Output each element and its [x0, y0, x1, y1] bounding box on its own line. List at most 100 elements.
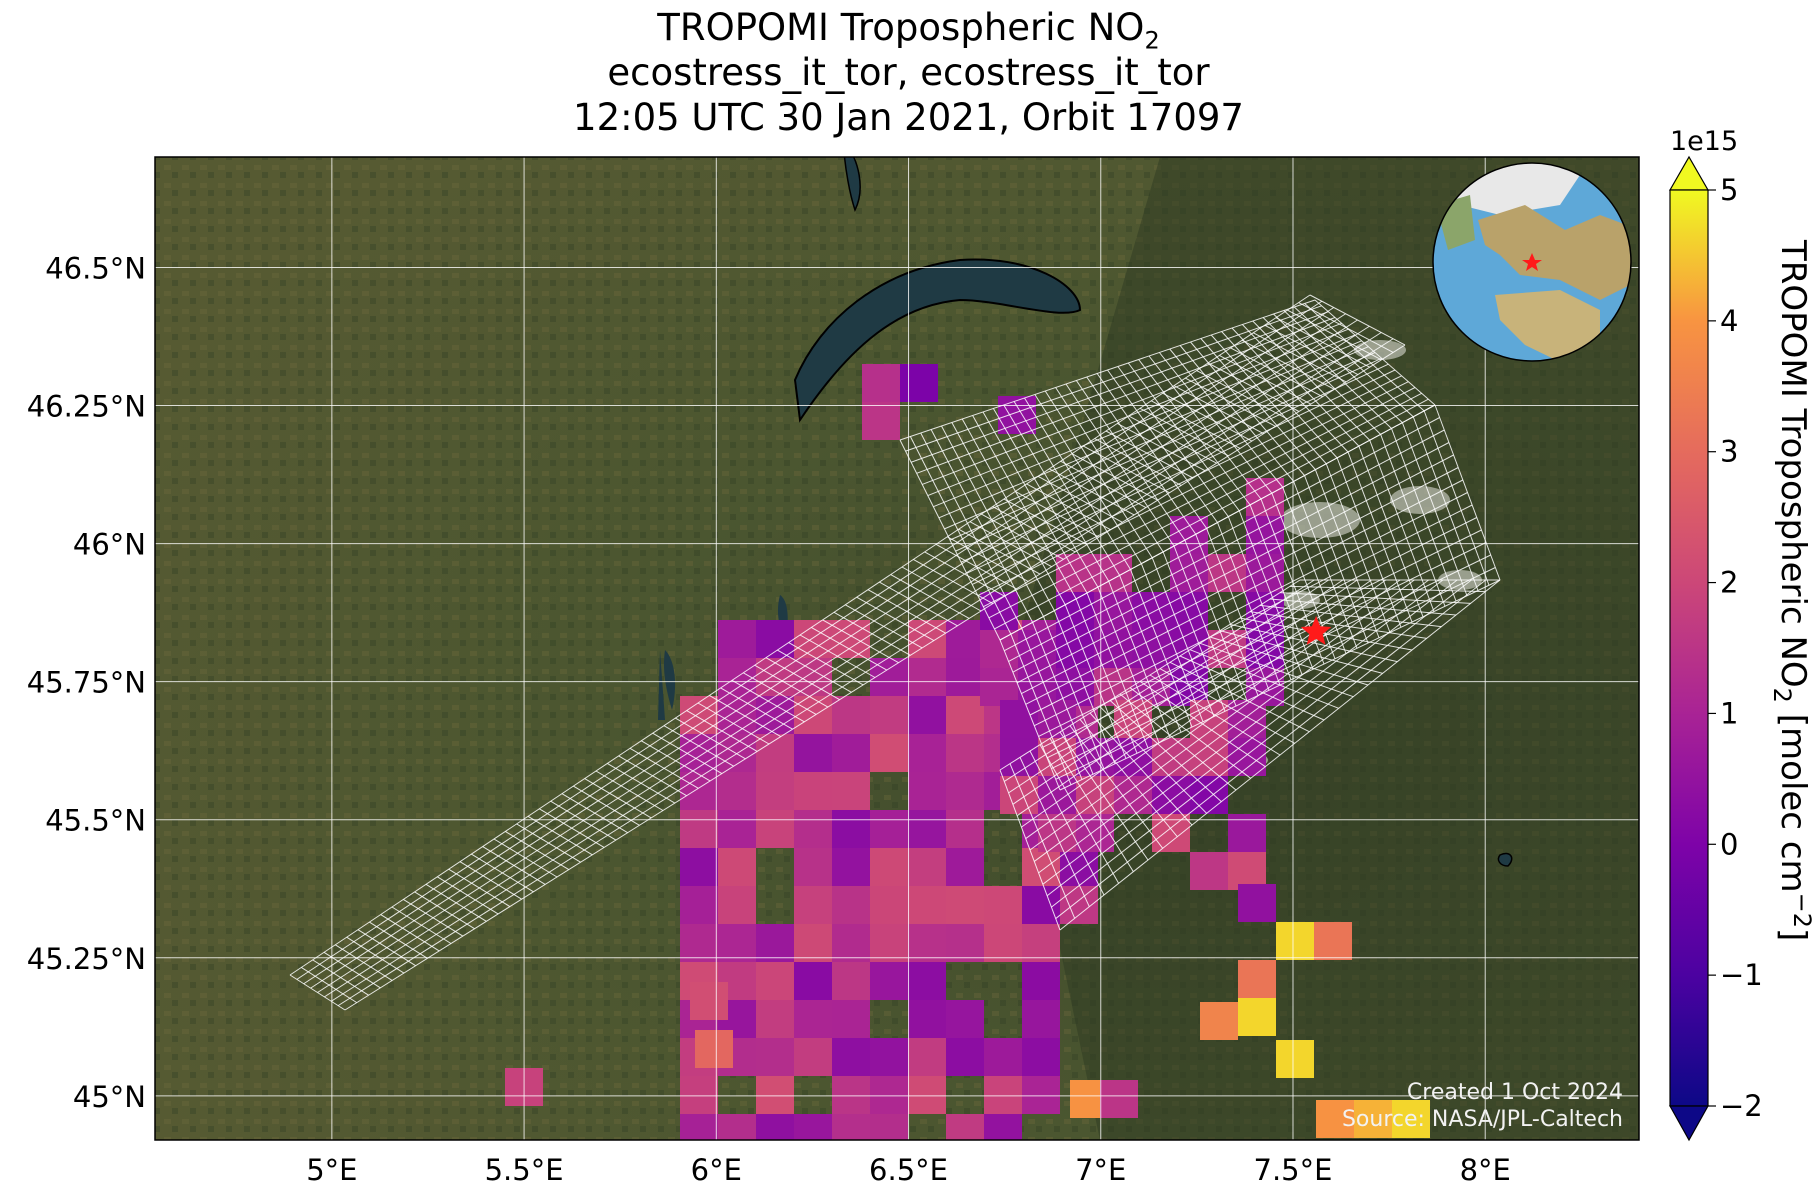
no2-pixel [900, 364, 938, 402]
no2-pixel [908, 1000, 946, 1038]
no2-pixel [1056, 668, 1094, 706]
lon-tick-label: 7.5°E [1254, 1153, 1333, 1187]
no2-pixel [946, 924, 984, 962]
no2-pixel [862, 364, 900, 402]
no2-pixel [870, 1076, 908, 1114]
no2-pixel [984, 924, 1022, 962]
no2-pixel [1022, 1076, 1060, 1114]
no2-pixel [756, 1000, 794, 1038]
no2-pixel [794, 1038, 832, 1076]
no2-pixel [794, 962, 832, 1000]
no2-pixel [756, 696, 794, 734]
no2-pixel [680, 1076, 718, 1114]
no2-pixel [680, 886, 718, 924]
lake-neuchatel [843, 157, 861, 212]
no2-pixel [756, 772, 794, 810]
no2-pixel [1152, 776, 1190, 814]
no2-pixel [1114, 776, 1152, 814]
no2-pixel [832, 696, 870, 734]
colorbar-label-sup: −2 [1788, 893, 1816, 928]
no2-pixel [718, 810, 756, 848]
no2-pixel [832, 924, 870, 962]
lon-tick-label: 6.5°E [869, 1153, 948, 1187]
no2-pixel [1022, 924, 1060, 962]
no2-pixel [870, 1038, 908, 1076]
no2-pixel [1000, 738, 1038, 776]
no2-pixel [1246, 554, 1284, 592]
no2-pixel [794, 886, 832, 924]
no2-pixel [1246, 516, 1284, 554]
lat-tick-label: 46.5°N [45, 251, 146, 285]
globe-inset [1432, 162, 1632, 362]
colorbar-min-extend [1668, 1105, 1710, 1142]
lon-tick-label: 7°E [1075, 1153, 1126, 1187]
longitude-tick-labels: 5°E 5.5°E 6°E 6.5°E 7°E 7.5°E 8°E [306, 1153, 1511, 1187]
map-panel[interactable]: Created 1 Oct 2024 Source: NASA/JPL-Calt… [155, 140, 1640, 1152]
lon-tick-label: 5°E [306, 1153, 357, 1187]
no2-pixel [1022, 1000, 1060, 1038]
no2-pixel [1132, 592, 1170, 630]
no2-pixel [946, 734, 984, 772]
no2-pixel [946, 1000, 984, 1038]
lat-tick-label: 45.25°N [27, 942, 146, 976]
colorbar-label-end: ] [1773, 928, 1813, 941]
no2-pixel [980, 668, 1018, 706]
no2-pixel [908, 924, 946, 962]
colorbar-label-units: [molec cm [1773, 703, 1813, 893]
no2-pixel [680, 772, 718, 810]
no2-pixel [695, 1030, 733, 1068]
no2-pixel [946, 772, 984, 810]
colorbar-label: TROPOMI Tropospheric NO2 [molec cm−2] [1768, 239, 1816, 941]
no2-pixel [756, 810, 794, 848]
no2-pixel [870, 1114, 908, 1140]
no2-pixel [908, 848, 946, 886]
no2-pixel [794, 1000, 832, 1038]
no2-pixel [794, 772, 832, 810]
no2-pixel [946, 696, 984, 734]
colorbar-tick-label: 3 [1720, 435, 1738, 469]
map-timestamp: 12:05 UTC 30 Jan 2021, Orbit 17097 [573, 96, 1244, 139]
no2-pixel [1022, 1038, 1060, 1076]
no2-pixel [1076, 776, 1114, 814]
colorbar-max-extend [1668, 155, 1710, 191]
no2-pixel [794, 1114, 832, 1140]
colorbar-tick-label: 1 [1720, 696, 1738, 730]
no2-pixel [1238, 884, 1276, 922]
no2-pixel [1000, 776, 1038, 814]
no2-pixel [1246, 630, 1284, 668]
no2-pixel [680, 848, 718, 886]
no2-pixel [832, 848, 870, 886]
no2-pixel [1238, 998, 1276, 1036]
no2-pixel [756, 620, 794, 658]
no2-pixel [1094, 630, 1132, 668]
credit-source: Source: NASA/JPL-Caltech [1342, 1107, 1623, 1132]
no2-pixel [984, 1038, 1022, 1076]
no2-pixel [984, 886, 1022, 924]
no2-pixel [1228, 814, 1266, 852]
no2-pixel [1238, 960, 1276, 998]
no2-pixel [1170, 516, 1208, 554]
no2-pixel [1076, 814, 1114, 852]
no2-pixel [794, 810, 832, 848]
colorbar-label-sub: 2 [1768, 688, 1796, 703]
no2-pixel [832, 1038, 870, 1076]
no2-pixel [908, 886, 946, 924]
no2-pixel [1276, 922, 1314, 960]
no2-pixel [794, 696, 832, 734]
colorbar-tick-label: 0 [1720, 827, 1738, 861]
no2-pixel [832, 962, 870, 1000]
no2-pixel-layer [505, 364, 1430, 1140]
graticule [155, 157, 1639, 1140]
site-star-marker[interactable] [1300, 615, 1332, 645]
no2-pixel [794, 848, 832, 886]
no2-pixel [1354, 1100, 1392, 1138]
colorbar-tick-label: −1 [1720, 958, 1763, 992]
no2-pixel [908, 734, 946, 772]
no2-pixel [1228, 852, 1266, 890]
map-frame [154, 156, 1640, 1141]
no2-pixel [1316, 1100, 1354, 1138]
no2-pixel [946, 1038, 984, 1076]
no2-pixel [832, 1000, 870, 1038]
